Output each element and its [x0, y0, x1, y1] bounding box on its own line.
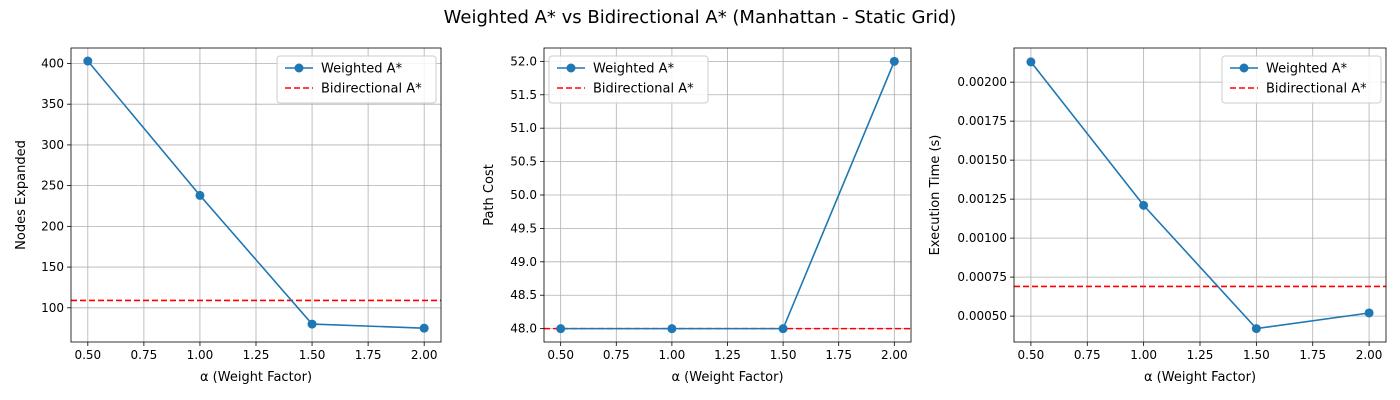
- y-axis-label: Nodes Expanded: [14, 140, 29, 250]
- x-tick-label: 1.50: [770, 348, 797, 362]
- y-tick-label: 0.00150: [957, 153, 1007, 167]
- y-tick-label: 51.0: [510, 121, 537, 135]
- x-tick-label: 1.50: [1243, 348, 1270, 362]
- subplot-3: 0.50 0.75 1.00 1.25 1.50 1.75 2.00 0.00050 0.000…: [928, 47, 1387, 385]
- weighted-point: [667, 324, 677, 334]
- weighted-point: [307, 319, 317, 329]
- x-tick-label: 0.75: [1074, 348, 1101, 362]
- x-tick-label: 0.75: [131, 348, 158, 362]
- y-tick-label: 50.5: [510, 155, 537, 169]
- legend-weighted-marker: [566, 63, 576, 73]
- weighted-line: [87, 60, 425, 329]
- subplot-2: 0.50 0.75 1.00 1.25 1.50 1.75 2.00 48.0 48.5 49.0…: [482, 47, 912, 385]
- weighted-point: [1026, 57, 1036, 67]
- weighted-point: [556, 324, 566, 334]
- weighted-line: [1030, 61, 1370, 330]
- weighted-point: [83, 56, 93, 66]
- y-axis-label: Execution Time (s): [928, 135, 943, 256]
- weighted-point: [1251, 324, 1261, 334]
- y-tick-label: 400: [41, 56, 64, 70]
- legend: Weighted A* Bidirectional A*: [1221, 55, 1382, 104]
- legend-bidirectional-label: Bidirectional A*: [1266, 82, 1367, 97]
- y-tick-label: 51.5: [510, 88, 537, 102]
- x-tick-label: 1.75: [355, 348, 382, 362]
- y-tick-label: 150: [41, 260, 64, 274]
- y-tick-label: 200: [41, 219, 64, 233]
- axes-frame: [70, 47, 442, 343]
- x-axis-label: α (Weight Factor): [1144, 370, 1256, 385]
- x-tick-label: 0.50: [547, 348, 574, 362]
- y-tick-label: 0.00075: [957, 270, 1007, 284]
- y-tick-label: 350: [41, 97, 64, 111]
- x-axis-label: α (Weight Factor): [200, 370, 312, 385]
- x-tick-label: 0.75: [603, 348, 630, 362]
- y-tick-label: 250: [41, 179, 64, 193]
- x-tick-label: 1.50: [299, 348, 326, 362]
- subplots: 0.50 0.75 1.00 1.25 1.50 1.75 2.00 100 150 200 250…: [14, 47, 1387, 385]
- y-tick-label: 48.5: [510, 288, 537, 302]
- weighted-line: [560, 61, 896, 330]
- x-tick-label: 1.75: [825, 348, 852, 362]
- x-tick-label: 1.00: [1130, 348, 1157, 362]
- x-tick-label: 2.00: [881, 348, 908, 362]
- x-tick-label: 2.00: [411, 348, 438, 362]
- weighted-point: [1364, 308, 1374, 318]
- x-tick-label: 1.00: [659, 348, 686, 362]
- weighted-point: [778, 324, 788, 334]
- x-tick-label: 0.50: [74, 348, 101, 362]
- legend-weighted-label: Weighted A*: [1266, 62, 1348, 77]
- y-tick-label: 52.0: [510, 54, 537, 68]
- y-tick-label: 0.00125: [957, 192, 1007, 206]
- figure-title: Weighted A* vs Bidirectional A* (Manhatt…: [444, 7, 957, 28]
- legend-weighted-marker: [294, 63, 304, 73]
- weighted-point: [195, 190, 205, 200]
- x-axis-label: α (Weight Factor): [671, 370, 783, 385]
- weighted-point: [419, 323, 429, 333]
- y-tick-label: 0.00200: [957, 75, 1007, 89]
- y-tick-label: 0.00100: [957, 231, 1007, 245]
- x-tick-label: 1.25: [243, 348, 270, 362]
- legend-weighted-label: Weighted A*: [593, 62, 675, 77]
- y-tick-label: 0.00175: [957, 114, 1007, 128]
- legend: Weighted A* Bidirectional A*: [548, 55, 709, 104]
- y-tick-label: 300: [41, 138, 64, 152]
- y-axis-label: Path Cost: [482, 164, 497, 226]
- y-tick-label: 49.5: [510, 221, 537, 235]
- weighted-point: [1139, 200, 1149, 210]
- x-tick-label: 1.25: [1187, 348, 1214, 362]
- legend-bidirectional-label: Bidirectional A*: [593, 82, 694, 97]
- legend-weighted-marker: [1239, 63, 1249, 73]
- legend-bidirectional-label: Bidirectional A*: [321, 82, 422, 97]
- y-tick-label: 49.0: [510, 255, 537, 269]
- x-tick-label: 1.25: [714, 348, 741, 362]
- y-tick-label: 48.0: [510, 322, 537, 336]
- x-tick-label: 2.00: [1356, 348, 1383, 362]
- axes-frame: [543, 47, 912, 343]
- subplot-1: 0.50 0.75 1.00 1.25 1.50 1.75 2.00 100 150 200 250…: [14, 47, 442, 385]
- legend-box: [1221, 55, 1382, 104]
- axes-frame: [1013, 47, 1387, 343]
- y-tick-label: 50.0: [510, 188, 537, 202]
- y-tick-label: 0.00050: [957, 309, 1007, 323]
- x-tick-label: 1.75: [1299, 348, 1326, 362]
- legend-box: [276, 55, 437, 104]
- legend-weighted-label: Weighted A*: [321, 62, 403, 77]
- x-tick-label: 0.50: [1018, 348, 1045, 362]
- y-tick-label: 100: [41, 301, 64, 315]
- x-tick-label: 1.00: [187, 348, 214, 362]
- legend: Weighted A* Bidirectional A*: [276, 55, 437, 104]
- weighted-point: [889, 56, 899, 66]
- legend-box: [548, 55, 709, 104]
